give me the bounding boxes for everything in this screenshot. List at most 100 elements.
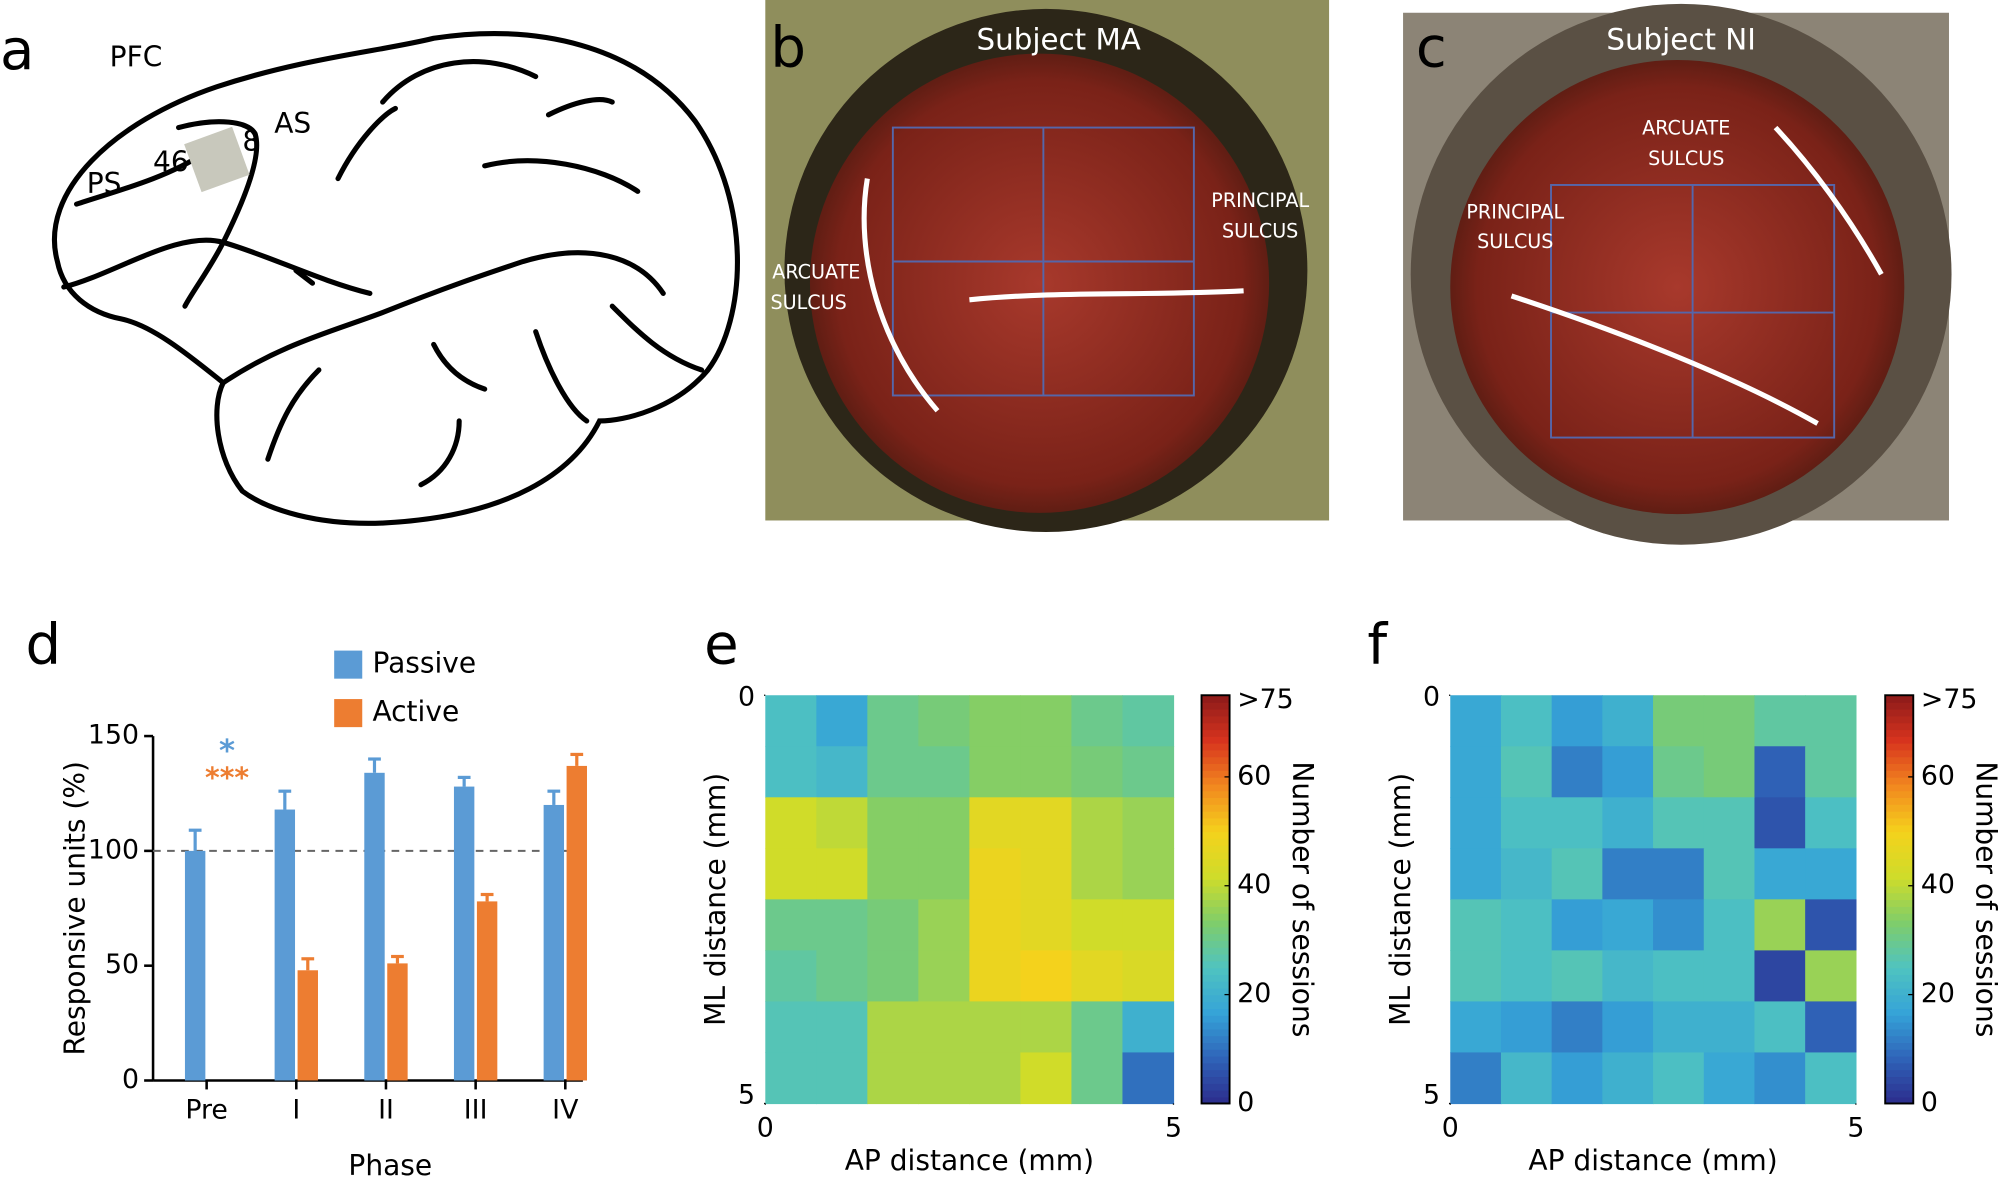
heatmap-cell	[1703, 950, 1756, 1003]
colorbar-segment	[1885, 946, 1914, 955]
colorbar-segment	[1201, 1062, 1230, 1071]
colorbar-segment	[1201, 1069, 1230, 1078]
heatmap-cell	[867, 1052, 920, 1105]
heatmap-cell	[816, 1052, 868, 1105]
heatmap-cell	[1500, 899, 1553, 952]
colorbar-segment	[1201, 1076, 1230, 1084]
colorbar-segment	[1201, 1015, 1230, 1023]
colorbar-segment	[1885, 858, 1914, 867]
colorbar-segment	[1885, 1076, 1914, 1084]
heatmap-cell	[918, 695, 971, 747]
legend-swatch	[334, 650, 363, 679]
colorbar-segment	[1885, 749, 1914, 758]
heatmap-cell	[1602, 848, 1654, 900]
heatmap-cell	[1754, 848, 1806, 900]
heatmap-cell	[765, 1001, 817, 1054]
colorbar-segment	[1885, 756, 1914, 765]
heatmap-cell	[1653, 746, 1705, 798]
y-axis-label: ML distance (mm)	[699, 773, 732, 1026]
sulcus-label: PRINCIPAL	[1466, 201, 1564, 224]
heatmap-cell	[816, 1001, 868, 1054]
heatmap-cell	[1122, 1052, 1175, 1105]
colorbar-segment	[1201, 817, 1230, 826]
heatmap-cell	[969, 899, 1022, 952]
heatmap-cell	[1551, 1052, 1603, 1105]
heatmap-cell	[1500, 950, 1553, 1003]
heatmap-cell	[1450, 1052, 1502, 1105]
heatmap-cell	[816, 950, 868, 1003]
colorbar-segment	[1885, 1028, 1914, 1037]
heatmap-cell	[969, 1001, 1022, 1054]
colorbar-segment	[1201, 824, 1230, 833]
colorbar-tick-label: 60	[1921, 760, 1955, 791]
heatmap-cell	[1602, 899, 1654, 952]
x-tick-label: IV	[552, 1095, 579, 1126]
heatmap-cell	[1653, 1052, 1705, 1105]
colorbar-segment	[1885, 1089, 1914, 1098]
heatmap-cell	[1551, 746, 1603, 798]
x-tick-label: 5	[1165, 1112, 1182, 1143]
heatmap-cell	[1805, 1001, 1857, 1054]
colorbar-segment	[1885, 783, 1914, 792]
heatmap-cell	[1754, 695, 1806, 747]
photo-c	[1403, 3, 1952, 545]
heatmap-cell	[1805, 1052, 1857, 1105]
photo-title: Subject NI	[1606, 22, 1756, 56]
colorbar-segment	[1201, 878, 1230, 887]
sulcus-label: PRINCIPAL	[1211, 189, 1309, 212]
x-tick-label: Pre	[185, 1095, 228, 1126]
colorbar-segment	[1885, 1062, 1914, 1071]
colorbar-segment	[1201, 987, 1230, 996]
heatmap-cell	[1805, 746, 1857, 798]
colorbar-segment	[1201, 715, 1230, 724]
heatmap-cell	[867, 950, 920, 1003]
colorbar-segment	[1885, 974, 1914, 982]
colorbar-segment	[1885, 776, 1914, 785]
colorbar-segment	[1201, 797, 1230, 805]
x-tick-label: 0	[1442, 1112, 1459, 1143]
x-axis-label: AP distance (mm)	[1528, 1144, 1777, 1177]
sulcus-label: SULCUS	[771, 291, 847, 314]
x-tick-label: 0	[757, 1112, 774, 1143]
panel-label: b	[770, 16, 806, 81]
colorbar-segment	[1885, 940, 1914, 948]
colorbar-segment	[1885, 865, 1914, 873]
heatmap-cell	[867, 797, 920, 849]
brain-label: PFC	[110, 41, 163, 74]
bar	[364, 772, 385, 1081]
heatmap-cell	[1602, 797, 1654, 849]
heatmap-cell	[1805, 797, 1857, 849]
colorbar-segment	[1201, 885, 1230, 894]
heatmap-cell	[1653, 899, 1705, 952]
panel-label: f	[1367, 613, 1388, 678]
colorbar-segment	[1885, 899, 1914, 907]
heatmap-cell	[1703, 695, 1756, 747]
colorbar-segment	[1885, 838, 1914, 846]
colorbar-segment	[1885, 810, 1914, 819]
colorbar-segment	[1201, 844, 1230, 853]
heatmap-cell	[1020, 797, 1073, 849]
heatmap-cell	[1805, 899, 1857, 952]
heatmap-cell	[1551, 899, 1603, 952]
colorbar-segment	[1201, 980, 1230, 989]
heatmap-cell	[1122, 695, 1175, 747]
heatmap-cell	[1551, 695, 1603, 747]
y-tick-label: 0	[738, 681, 755, 712]
colorbar-segment	[1201, 702, 1230, 710]
heatmap-cell	[1551, 848, 1603, 900]
heatmap-cell	[1071, 899, 1124, 952]
heatmap-cell	[1754, 1052, 1806, 1105]
heatmap-cell	[867, 1001, 920, 1054]
heatmap-cell	[918, 1052, 971, 1105]
colorbar-segment	[1885, 715, 1914, 724]
colorbar-segment	[1885, 1049, 1914, 1057]
colorbar-segment	[1201, 1089, 1230, 1098]
colorbar-segment	[1201, 695, 1230, 703]
colorbar-segment	[1201, 756, 1230, 765]
heatmap-cell	[1602, 695, 1654, 747]
heatmap-cell	[1020, 950, 1073, 1003]
heatmap-cell	[1450, 1001, 1502, 1054]
bar	[476, 901, 498, 1081]
bar	[543, 804, 565, 1081]
